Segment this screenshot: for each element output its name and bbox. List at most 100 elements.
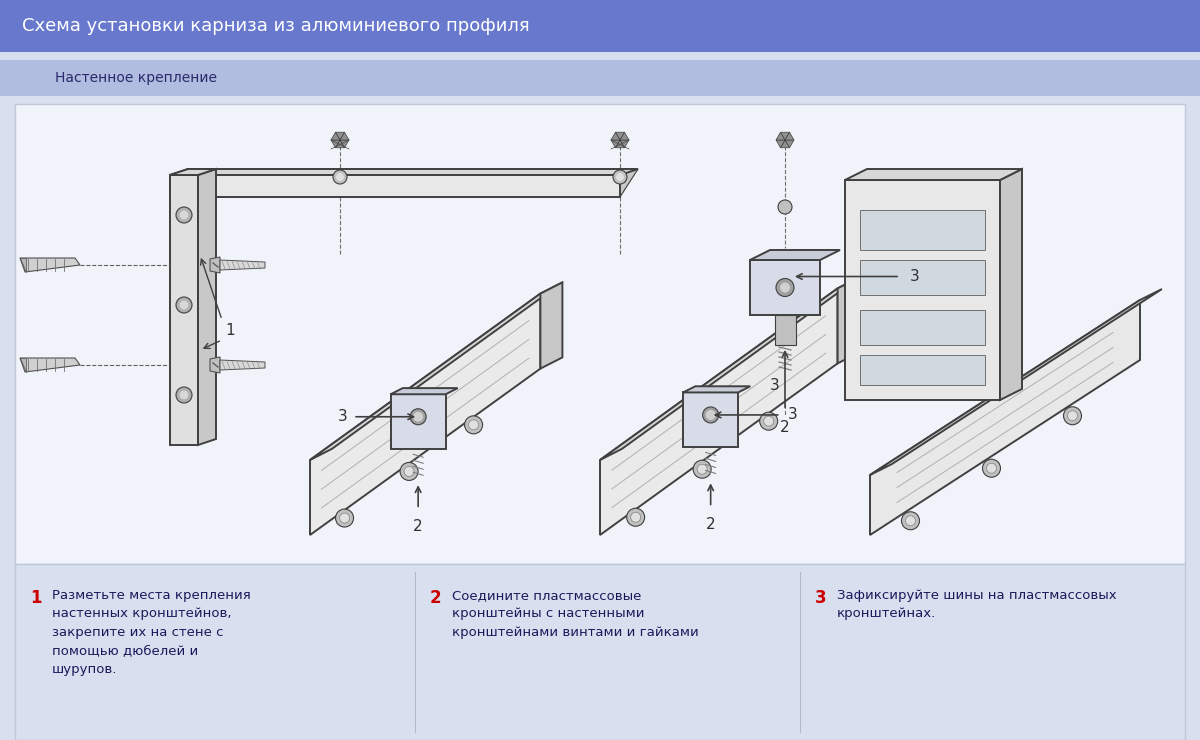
Text: 2: 2 (430, 589, 442, 607)
Polygon shape (616, 132, 624, 140)
Polygon shape (780, 132, 790, 140)
Text: 2: 2 (780, 420, 790, 435)
Circle shape (616, 173, 624, 181)
Polygon shape (1000, 169, 1022, 400)
Polygon shape (220, 360, 265, 370)
Circle shape (413, 411, 424, 422)
Polygon shape (20, 358, 80, 372)
Text: 3: 3 (338, 409, 348, 424)
Bar (0, 0, 1200, 52)
Polygon shape (310, 283, 563, 460)
Polygon shape (776, 132, 785, 140)
Polygon shape (860, 210, 985, 250)
Polygon shape (170, 169, 638, 175)
Circle shape (760, 412, 778, 430)
Polygon shape (331, 140, 340, 148)
Text: 2: 2 (706, 517, 715, 533)
Bar (14, 564, 1186, 740)
Text: 1: 1 (226, 323, 235, 337)
Circle shape (706, 410, 715, 420)
Circle shape (410, 408, 426, 425)
Circle shape (983, 460, 1001, 477)
Text: Зафиксируйте шины на пластмассовых
кронштейнах.: Зафиксируйте шины на пластмассовых кронш… (838, 589, 1117, 621)
Polygon shape (336, 132, 344, 140)
Circle shape (778, 200, 792, 214)
Polygon shape (785, 132, 794, 140)
Circle shape (631, 512, 641, 522)
Text: 1: 1 (30, 589, 42, 607)
Polygon shape (860, 310, 985, 345)
Polygon shape (611, 140, 620, 148)
Polygon shape (170, 169, 638, 197)
Text: Схема установки карниза из алюминиевого профиля: Схема установки карниза из алюминиевого … (22, 17, 529, 35)
Circle shape (176, 387, 192, 403)
Polygon shape (600, 278, 859, 460)
Text: 3: 3 (910, 269, 919, 284)
Polygon shape (774, 315, 796, 345)
Circle shape (336, 173, 344, 181)
Polygon shape (870, 300, 1140, 535)
Polygon shape (785, 140, 794, 148)
Polygon shape (336, 140, 344, 148)
Circle shape (763, 416, 774, 426)
Polygon shape (20, 258, 26, 272)
Circle shape (180, 300, 188, 309)
Polygon shape (845, 180, 1000, 400)
Text: 3: 3 (770, 377, 780, 392)
Polygon shape (776, 140, 785, 148)
Circle shape (906, 516, 916, 525)
Bar (14, 104, 1186, 564)
Circle shape (626, 508, 644, 526)
Polygon shape (20, 258, 80, 272)
Circle shape (180, 211, 188, 219)
Text: Разметьте места крепления
настенных кронштейнов,
закрепите их на стене с
помощью: Разметьте места крепления настенных крон… (52, 589, 251, 676)
Polygon shape (683, 392, 738, 448)
Polygon shape (860, 260, 985, 295)
Polygon shape (750, 250, 840, 260)
Circle shape (780, 283, 790, 292)
Circle shape (468, 420, 479, 430)
Polygon shape (170, 175, 620, 197)
Polygon shape (331, 132, 340, 140)
Polygon shape (220, 260, 265, 270)
Circle shape (901, 512, 919, 530)
Polygon shape (611, 132, 620, 140)
Polygon shape (540, 283, 563, 369)
Circle shape (1068, 411, 1078, 421)
Polygon shape (210, 357, 220, 373)
Circle shape (176, 207, 192, 223)
Circle shape (697, 464, 707, 474)
Polygon shape (210, 257, 220, 273)
Polygon shape (616, 140, 624, 148)
Text: 3: 3 (787, 408, 798, 423)
Polygon shape (620, 132, 629, 140)
Circle shape (613, 170, 628, 184)
Circle shape (334, 170, 347, 184)
Polygon shape (780, 140, 790, 148)
Polygon shape (391, 388, 457, 394)
Circle shape (776, 278, 794, 297)
Polygon shape (170, 169, 216, 175)
Polygon shape (310, 294, 540, 535)
Circle shape (336, 509, 354, 527)
Circle shape (986, 463, 996, 474)
Polygon shape (750, 260, 820, 315)
Polygon shape (860, 355, 985, 385)
Text: Настенное крепление: Настенное крепление (55, 71, 217, 85)
Polygon shape (845, 169, 1022, 180)
Circle shape (400, 462, 418, 480)
Circle shape (340, 513, 349, 523)
Text: 2: 2 (413, 519, 422, 534)
Polygon shape (170, 175, 198, 445)
Circle shape (703, 407, 719, 423)
Circle shape (180, 391, 188, 400)
Circle shape (694, 460, 712, 478)
Circle shape (404, 466, 414, 477)
Circle shape (176, 297, 192, 313)
Bar (0, 60, 1200, 96)
Polygon shape (340, 132, 349, 140)
Polygon shape (620, 140, 629, 148)
Polygon shape (838, 278, 859, 363)
Polygon shape (20, 358, 26, 372)
Polygon shape (600, 289, 838, 535)
